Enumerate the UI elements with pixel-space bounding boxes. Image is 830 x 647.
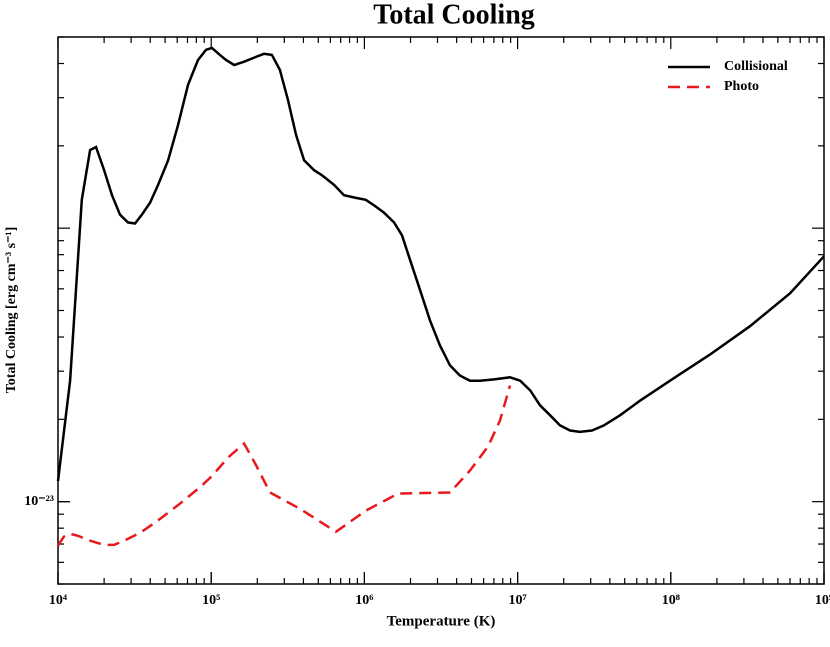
legend-label: Photo (724, 79, 759, 94)
y-axis-title: Total Cooling [erg cm⁻³ s⁻¹] (4, 227, 19, 394)
x-tick-label: 10⁷ (508, 593, 526, 608)
y-tick-label: 10⁻²³ (24, 494, 54, 509)
x-tick-label: 10⁸ (662, 593, 680, 608)
x-tick-label: 10⁵ (202, 593, 220, 608)
legend-label: Collisional (724, 59, 788, 74)
series-line (56, 46, 825, 482)
x-tick-label: 10⁹ (815, 593, 830, 608)
x-axis-title: Temperature (K) (387, 613, 496, 629)
x-tick-label: 10⁴ (49, 593, 68, 608)
plot-frame (57, 36, 825, 585)
chart-title: Total Cooling (373, 0, 535, 30)
series-line (56, 385, 512, 547)
x-tick-label: 10⁶ (355, 593, 373, 608)
